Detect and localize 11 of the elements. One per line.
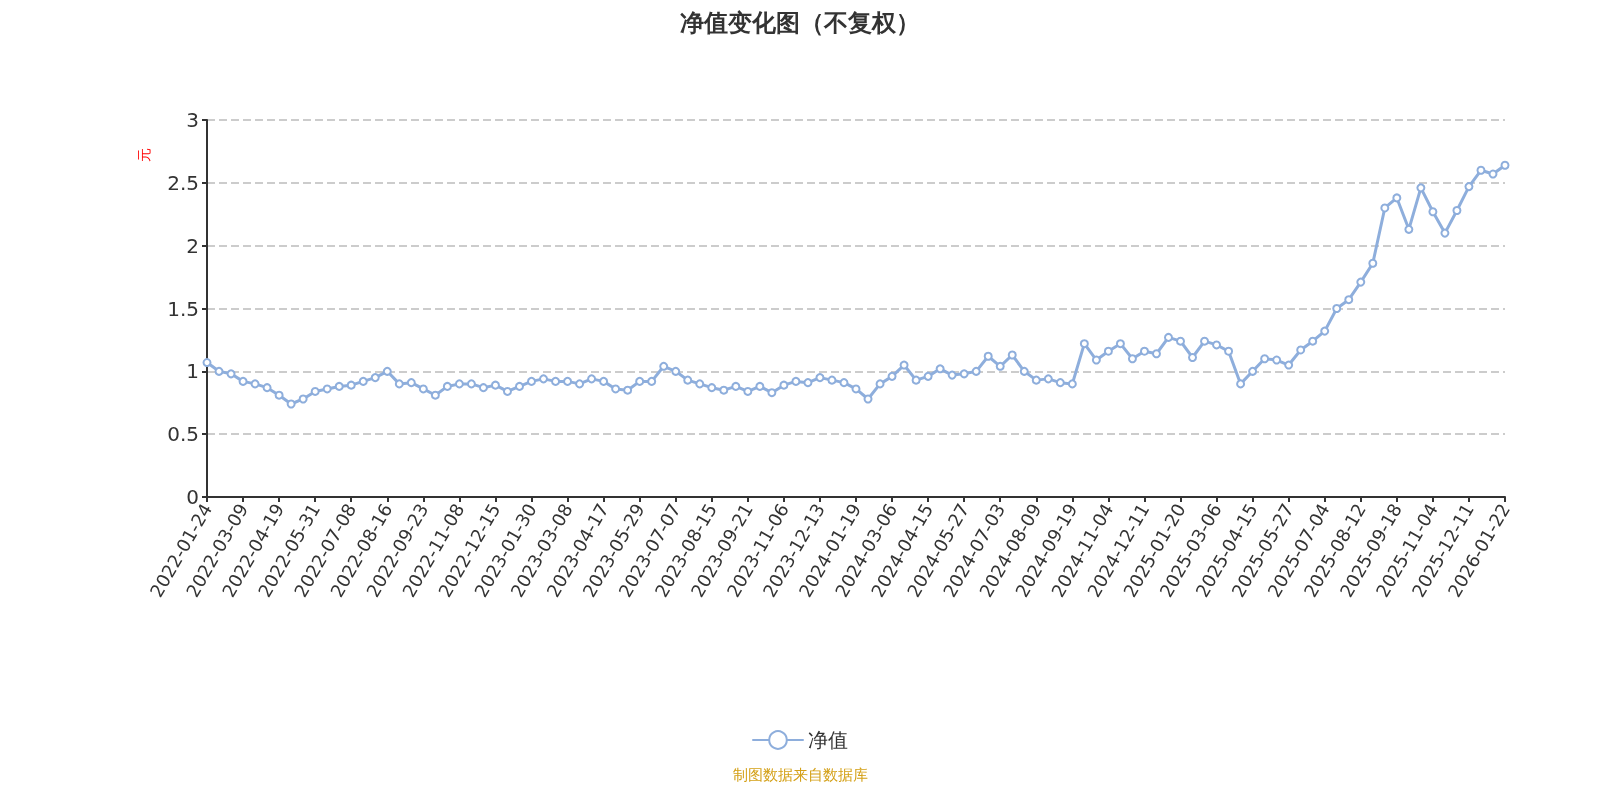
chart-title: 净值变化图（不复权） bbox=[680, 9, 920, 37]
y-tick-label: 1 bbox=[186, 359, 199, 384]
y-tick-label: 1.5 bbox=[167, 296, 199, 321]
legend-label: 净值 bbox=[808, 728, 848, 752]
y-tick-label: 2 bbox=[186, 233, 199, 258]
y-tick-label: 3 bbox=[186, 108, 199, 132]
y-tick-label: 0.5 bbox=[167, 422, 199, 447]
text: 制图数据来自数据库 bbox=[732, 765, 868, 784]
y-axis-title: 元 bbox=[136, 148, 152, 162]
y-tick-label: 2.5 bbox=[167, 170, 199, 195]
y-tick-label: 0 bbox=[186, 485, 199, 509]
